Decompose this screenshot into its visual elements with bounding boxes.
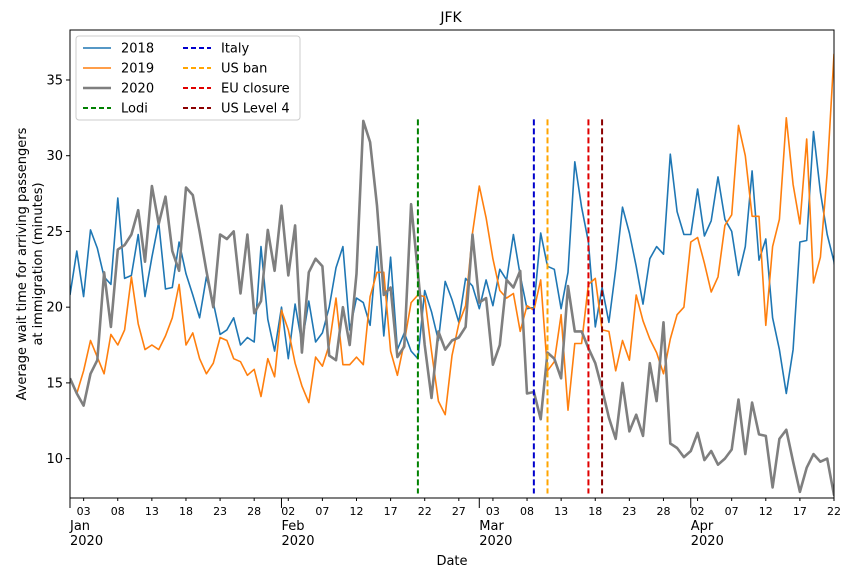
x-month-label: Mar bbox=[479, 519, 504, 534]
x-tick-label: 02 bbox=[691, 505, 705, 518]
x-tick-label: 22 bbox=[827, 505, 841, 518]
x-tick-label: 12 bbox=[759, 505, 773, 518]
x-tick-label: 08 bbox=[520, 505, 534, 518]
y-tick-label: 25 bbox=[46, 225, 63, 240]
x-tick-label: 17 bbox=[384, 505, 398, 518]
x-month-label: Feb bbox=[281, 519, 304, 534]
y-axis-label-line: Average wait time for arriving passenger… bbox=[15, 127, 30, 400]
chart-title: JFK bbox=[439, 10, 462, 26]
x-tick-label: 27 bbox=[452, 505, 466, 518]
series-line-2019 bbox=[70, 53, 834, 416]
x-tick-label: 03 bbox=[486, 505, 500, 518]
x-tick-label: 13 bbox=[554, 505, 568, 518]
x-tick-label: 02 bbox=[281, 505, 295, 518]
x-tick-label: 23 bbox=[213, 505, 227, 518]
event-lines bbox=[416, 119, 604, 494]
x-axis-label: Date bbox=[436, 554, 467, 569]
x-tick-label: 22 bbox=[418, 505, 432, 518]
y-tick-label: 10 bbox=[46, 452, 63, 467]
y-tick-label: 15 bbox=[46, 376, 63, 391]
legend-label: 2019 bbox=[121, 62, 154, 77]
series-line-2020 bbox=[70, 119, 834, 497]
x-month-label: Apr bbox=[691, 519, 714, 534]
x-tick-label: 18 bbox=[179, 505, 193, 518]
y-axis-label: Average wait time for arriving passenger… bbox=[15, 127, 46, 400]
series-layer bbox=[70, 53, 834, 497]
y-tick-label: 35 bbox=[46, 73, 63, 88]
legend-label: EU closure bbox=[221, 82, 290, 97]
x-tick-label: 07 bbox=[315, 505, 329, 518]
legend-label: US ban bbox=[221, 62, 267, 77]
legend-label: Italy bbox=[221, 42, 250, 57]
x-tick-label: 18 bbox=[588, 505, 602, 518]
x-axis-ticks: 03 08 13 18 23 28 02 07 12 17 22 27 03 08 13 18 23 28 02 07… bbox=[69, 498, 841, 549]
x-tick-label: 17 bbox=[793, 505, 807, 518]
x-year-label: 2020 bbox=[70, 534, 103, 549]
x-tick-label: 28 bbox=[247, 505, 261, 518]
legend-label: US Level 4 bbox=[221, 102, 290, 117]
x-year-label: 2020 bbox=[281, 534, 314, 549]
y-tick-label: 20 bbox=[46, 301, 63, 316]
x-tick-label: 03 bbox=[77, 505, 91, 518]
y-axis-ticks: 10 15 20 25 30 35 bbox=[46, 73, 70, 467]
x-tick-label: 12 bbox=[350, 505, 364, 518]
x-year-label: 2020 bbox=[691, 534, 724, 549]
x-tick-label: 23 bbox=[622, 505, 636, 518]
y-axis-label-line: at immigration (minutes) bbox=[31, 182, 46, 345]
legend: 2018 2019 2020 Lodi Italy US ban EU closure US … bbox=[75, 35, 301, 121]
legend-box bbox=[75, 35, 301, 121]
plot-frame bbox=[69, 29, 835, 499]
y-tick-label: 30 bbox=[46, 149, 63, 164]
x-tick-label: 08 bbox=[111, 505, 125, 518]
legend-label: 2018 bbox=[121, 42, 154, 57]
x-tick-label: 13 bbox=[145, 505, 159, 518]
x-tick-label: 28 bbox=[656, 505, 670, 518]
legend-label: 2020 bbox=[121, 82, 154, 97]
x-year-label: 2020 bbox=[479, 534, 512, 549]
x-month-label: Jan bbox=[69, 519, 90, 534]
legend-label: Lodi bbox=[121, 102, 148, 117]
x-tick-label: 07 bbox=[725, 505, 739, 518]
